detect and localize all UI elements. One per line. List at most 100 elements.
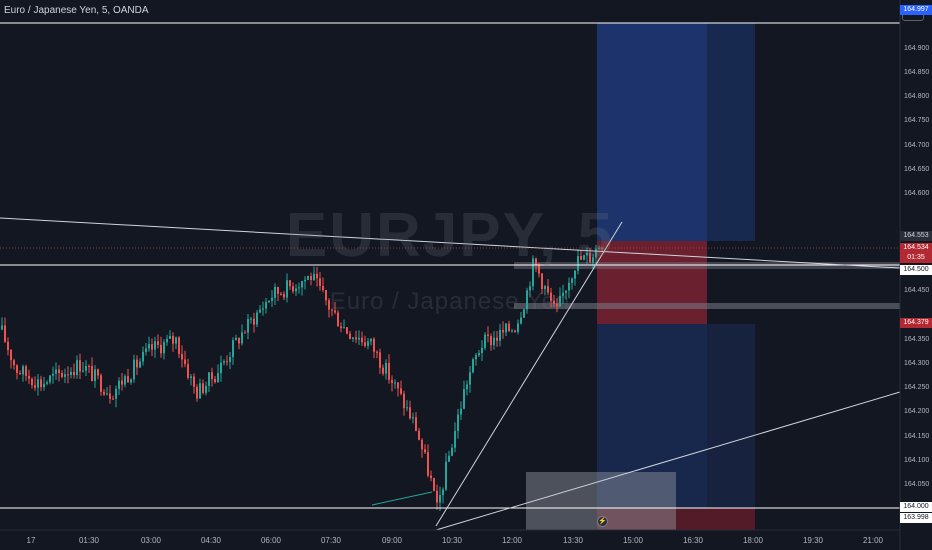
candle-body xyxy=(307,276,309,280)
candle-body xyxy=(577,256,579,271)
top-line-price-label: 164.997 xyxy=(900,5,932,15)
candle-body xyxy=(346,327,348,334)
candle-body xyxy=(94,369,96,382)
time-tick-label: 04:30 xyxy=(200,536,222,545)
candle-body xyxy=(409,407,411,419)
candle-body xyxy=(571,278,573,283)
candle-body xyxy=(493,337,495,346)
candle-body xyxy=(334,310,336,313)
candle-body xyxy=(490,336,492,346)
candle-body xyxy=(178,337,180,354)
candle-body xyxy=(448,455,450,462)
candle-body xyxy=(118,380,120,389)
candle-body xyxy=(16,365,18,373)
candle-body xyxy=(502,330,504,333)
stop-price-label: 164.379 xyxy=(900,318,932,328)
price-tick-label: 164.450 xyxy=(904,287,930,294)
candle-body xyxy=(172,335,174,344)
candle-body xyxy=(526,290,528,310)
candle-body xyxy=(598,247,600,249)
candle-body xyxy=(256,312,258,325)
candle-body xyxy=(421,439,423,450)
candle-body xyxy=(223,361,225,363)
candle-body xyxy=(262,308,264,310)
time-tick-label: 07:30 xyxy=(320,536,342,545)
candle-body xyxy=(547,286,549,293)
time-tick-label: 06:00 xyxy=(260,536,282,545)
candle-body xyxy=(466,384,468,390)
time-tick-label: 19:30 xyxy=(802,536,824,545)
candle-body xyxy=(589,252,591,263)
candle-body xyxy=(253,318,255,325)
candle-body xyxy=(136,359,138,368)
time-tick-label: 16:30 xyxy=(682,536,704,545)
candle-body xyxy=(532,258,534,287)
candle-body xyxy=(217,373,219,383)
candle-body xyxy=(1,325,3,330)
candle-body xyxy=(601,247,603,249)
candle-body xyxy=(454,430,456,448)
candle-body xyxy=(121,380,123,385)
candle-body xyxy=(340,326,342,329)
candle-body xyxy=(4,325,6,342)
time-tick-label: 13:30 xyxy=(562,536,584,545)
candle-body xyxy=(496,337,498,341)
candle-body xyxy=(544,286,546,289)
lightning-icon[interactable]: ⚡ xyxy=(597,516,608,527)
candle-body xyxy=(541,273,543,289)
candle-body xyxy=(49,375,51,383)
candle-body xyxy=(376,351,378,353)
time-tick-label: 17 xyxy=(26,536,36,545)
candle-body xyxy=(379,352,381,368)
symbol-title[interactable]: Euro / Japanese Yen, 5, OANDA xyxy=(4,5,149,16)
candle-body xyxy=(37,379,39,388)
candle-body xyxy=(478,352,480,356)
candle-body xyxy=(154,341,156,350)
candle-body xyxy=(580,256,582,260)
candle-body xyxy=(91,366,93,382)
candle-body xyxy=(559,295,561,307)
candle-body xyxy=(202,383,204,393)
candle-body xyxy=(562,292,564,296)
candle-body xyxy=(142,351,144,362)
time-tick-label: 15:00 xyxy=(622,536,644,545)
candle-body xyxy=(556,303,558,307)
price-tick-label: 164.250 xyxy=(904,384,930,391)
candle-body xyxy=(325,290,327,301)
candle-body xyxy=(193,376,195,387)
candle-body xyxy=(79,360,81,372)
candle-body xyxy=(442,489,444,496)
candle-body xyxy=(157,341,159,345)
candle-body xyxy=(283,293,285,298)
candle-body xyxy=(385,362,387,374)
profit-zone-left xyxy=(597,23,707,241)
candle-body xyxy=(148,344,150,349)
candle-body xyxy=(427,452,429,476)
price-tick-label: 164.150 xyxy=(904,433,930,440)
candle-body xyxy=(517,323,519,332)
candle-body xyxy=(229,357,231,362)
candle-body xyxy=(481,347,483,353)
countdown-label: 01:35 xyxy=(900,253,932,263)
candle-body xyxy=(103,391,105,395)
candle-body xyxy=(277,286,279,294)
price-tick-label: 164.600 xyxy=(904,190,930,197)
price-tick-label: 164.300 xyxy=(904,360,930,367)
candle-body xyxy=(400,388,402,394)
candle-body xyxy=(343,327,345,329)
candle-body xyxy=(67,374,69,376)
candle-body xyxy=(160,344,162,354)
candle-body xyxy=(58,369,60,373)
time-tick-label: 21:00 xyxy=(862,536,884,545)
candle-body xyxy=(25,366,27,376)
candle-body xyxy=(166,338,168,343)
candle-body xyxy=(595,248,597,258)
candle-body xyxy=(208,372,210,386)
candle-body xyxy=(127,376,129,383)
candle-body xyxy=(436,490,438,503)
target-price-label: 164.553 xyxy=(900,231,932,241)
candle-body xyxy=(418,430,420,440)
candle-body xyxy=(310,276,312,280)
